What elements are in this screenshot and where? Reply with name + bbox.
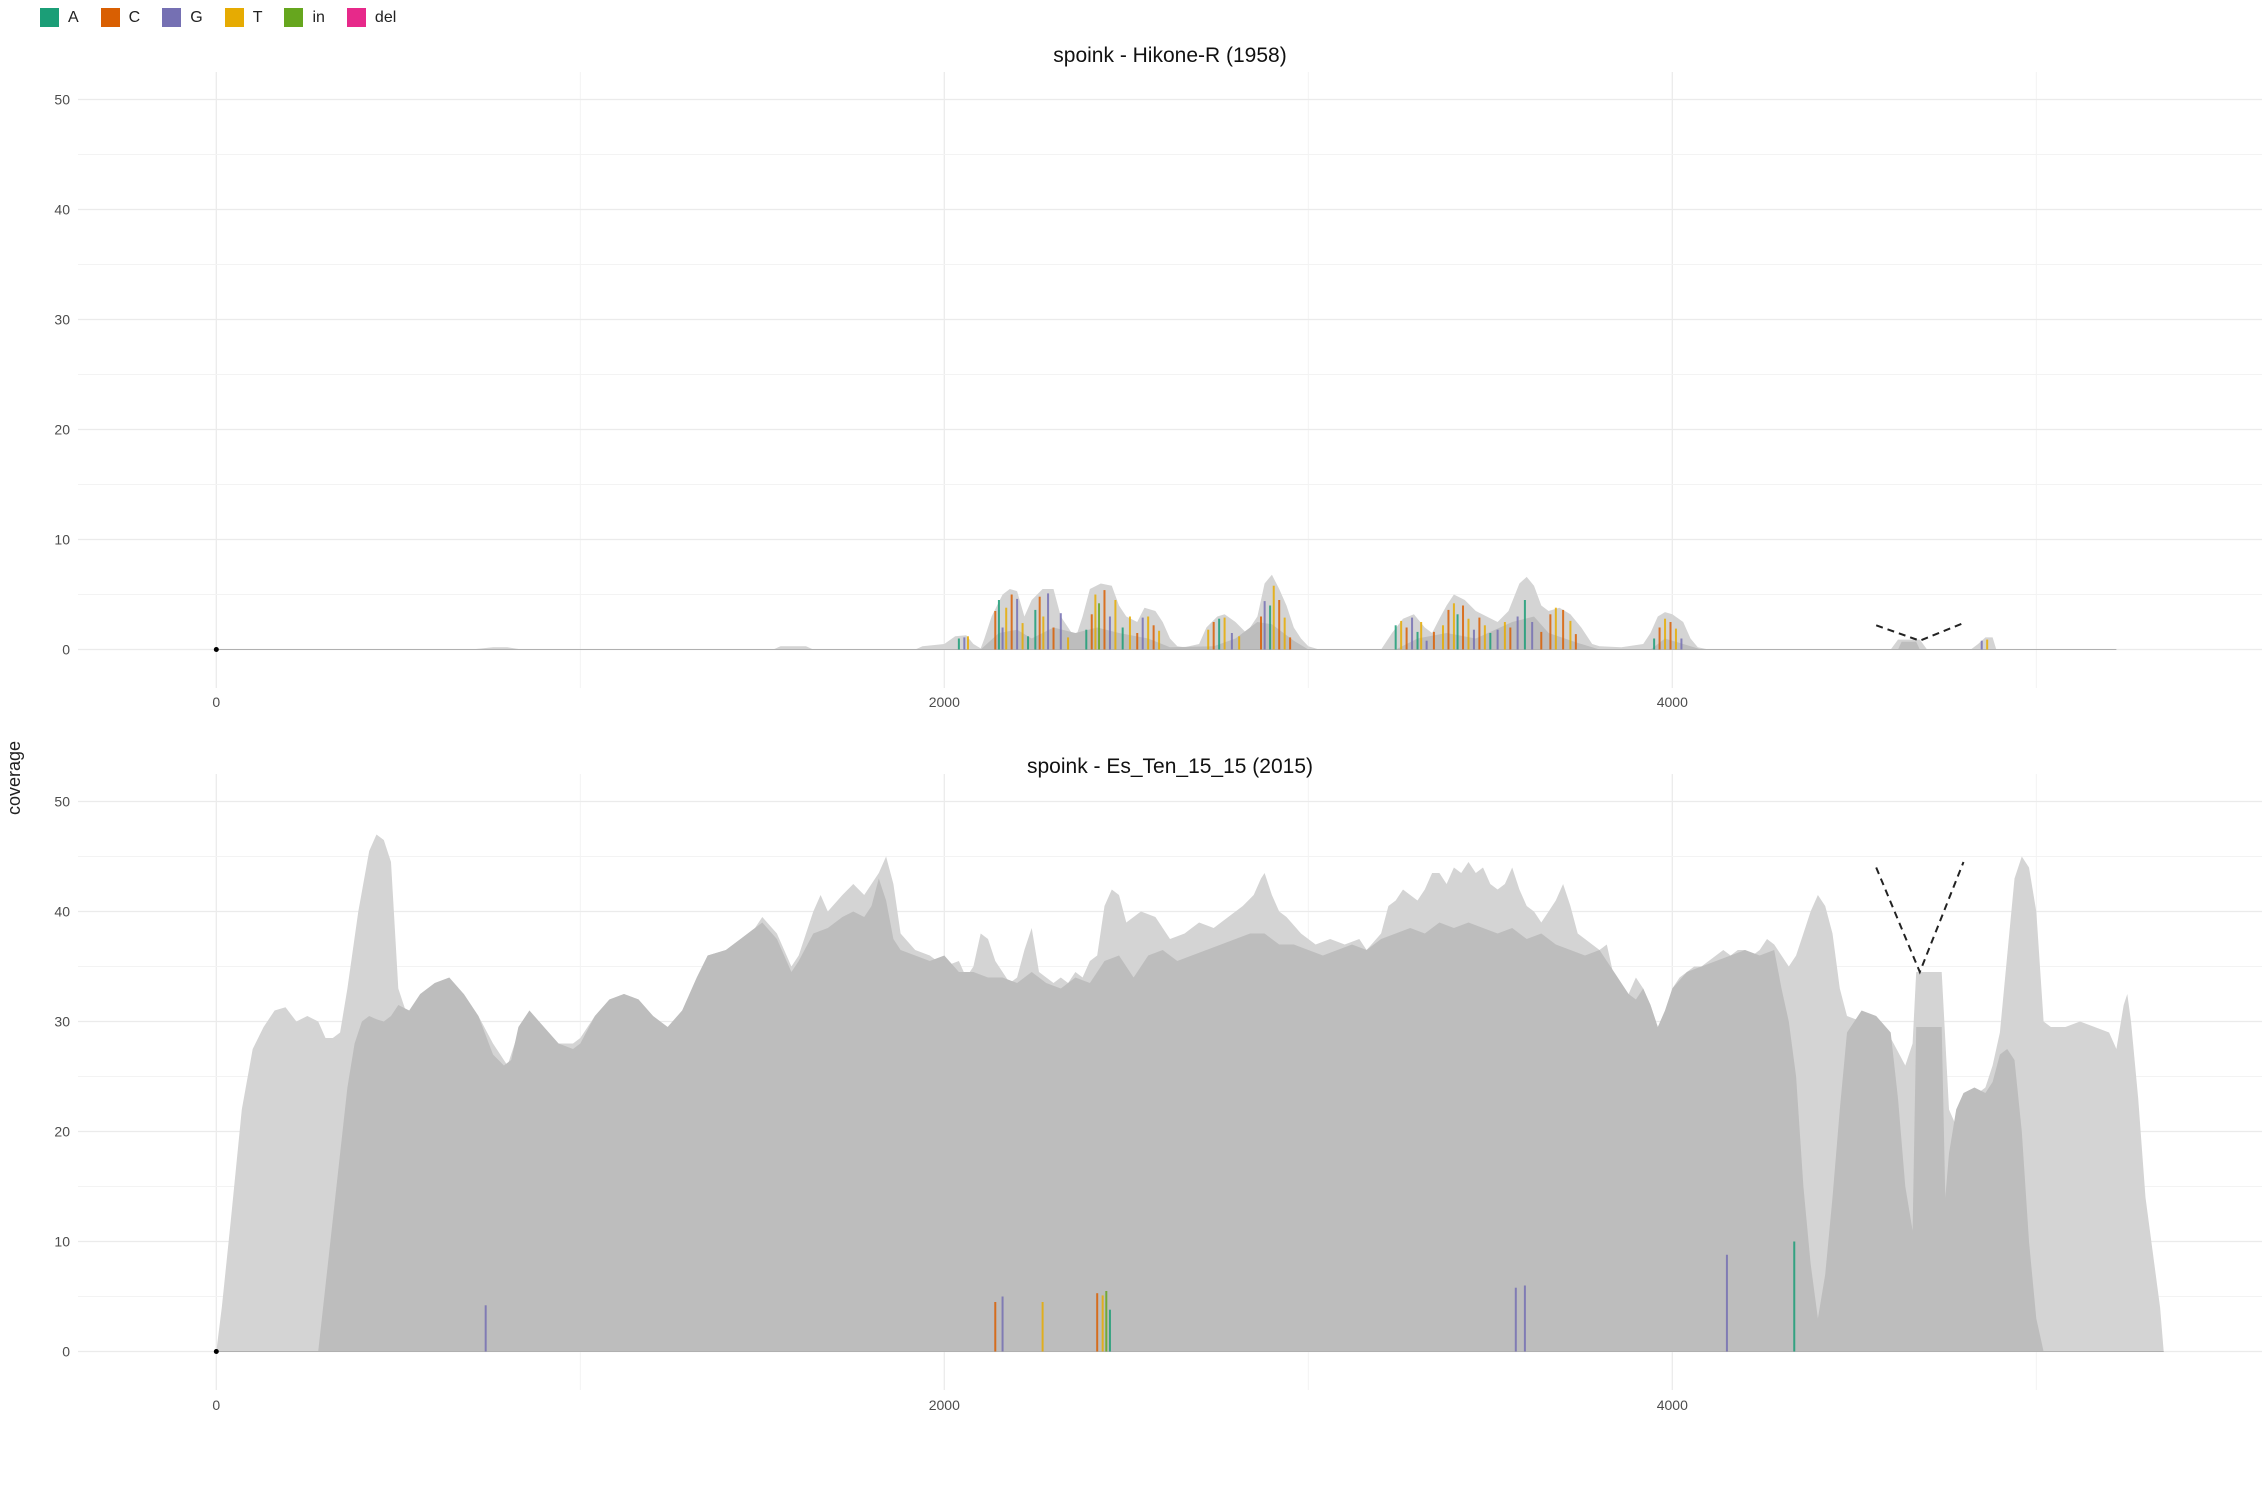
legend-label: in [312, 8, 325, 26]
legend-item-G: G [162, 8, 203, 27]
x-tick-label: 0 [212, 694, 220, 710]
legend-item-T: T [224, 8, 263, 27]
coverage-area-total [216, 574, 2117, 650]
x-tick-label: 0 [212, 1397, 220, 1413]
legend-label: C [128, 8, 141, 26]
legend-label: A [68, 8, 79, 26]
panel-1: 0 10 20 30 40 50 0 2000 4000 spoink - Hikone-R (1… [54, 44, 2262, 710]
panel-2: 0 10 20 30 40 50 0 2000 4000 spoink - Es_Ten_15_1… [54, 755, 2262, 1413]
x-tick-label: 2000 [929, 1397, 960, 1413]
panel-title: spoink - Es_Ten_15_15 (2015) [1027, 755, 1313, 778]
legend-item-A: A [40, 8, 79, 27]
y-tick-label: 30 [54, 312, 70, 328]
legend-swatch [284, 8, 304, 27]
legend-swatch [346, 8, 366, 27]
y-tick-label: 10 [54, 1234, 70, 1250]
y-tick-label: 0 [62, 642, 70, 658]
legend-swatch [40, 8, 59, 27]
legend-swatch [224, 8, 244, 27]
legend-label: T [252, 8, 263, 26]
gap-marker [1875, 861, 1965, 975]
legend-label: G [190, 8, 203, 26]
y-tick-label: 0 [62, 1344, 70, 1360]
y-tick-label: 20 [54, 1124, 70, 1140]
legend-label: del [374, 8, 397, 26]
y-tick-label: 10 [54, 532, 70, 548]
legend-swatch [100, 8, 120, 27]
legend-item-in: in [284, 8, 325, 27]
y-tick-label: 40 [54, 202, 70, 218]
y-tick-label: 50 [54, 92, 70, 108]
y-tick-label: 40 [54, 904, 70, 920]
x-tick-label: 2000 [929, 694, 960, 710]
panel-title: spoink - Hikone-R (1958) [1053, 44, 1286, 67]
x-tick-label: 4000 [1657, 694, 1688, 710]
y-axis-label: coverage [4, 741, 24, 815]
y-tick-label: 20 [54, 422, 70, 438]
legend-item-C: C [100, 8, 141, 27]
y-tick-label: 30 [54, 1014, 70, 1030]
origin-point [213, 1349, 219, 1354]
legend-item-del: del [346, 8, 397, 27]
origin-point [213, 647, 219, 652]
legend-swatch [162, 8, 182, 27]
x-tick-label: 4000 [1657, 1397, 1688, 1413]
gap-marker [1875, 622, 1964, 642]
y-tick-label: 50 [54, 794, 70, 810]
coverage-area-consensus [216, 878, 2164, 1352]
